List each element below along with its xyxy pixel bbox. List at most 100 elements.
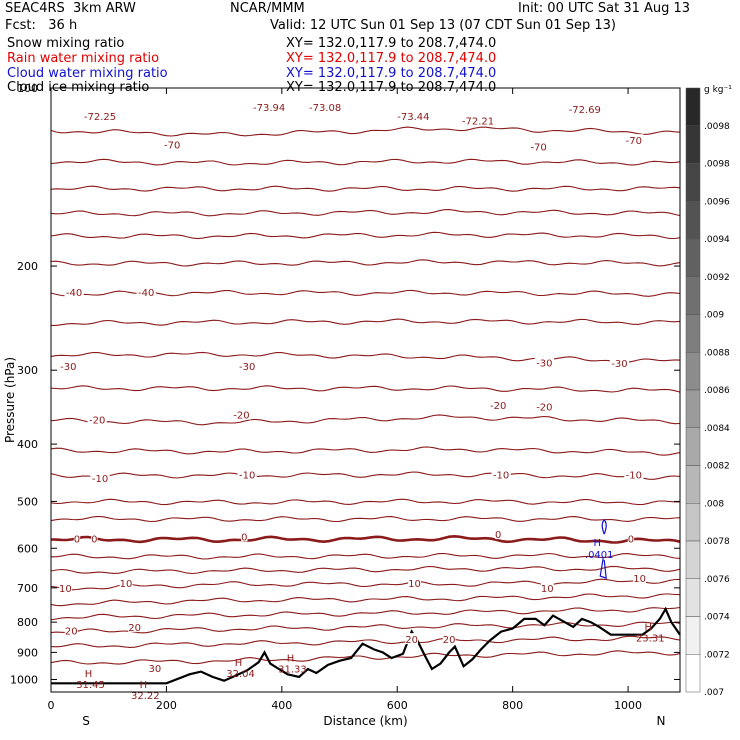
direction-label-south: S [82,714,90,728]
colorbar-label: .0094 [704,235,730,245]
contour-line [50,259,681,267]
contour-label: -40 [138,288,154,299]
contour-label: 20 [443,635,456,646]
contour-label: -73.94 [253,103,285,114]
colorbar-swatch [685,163,701,202]
contour-label: -10 [92,474,108,485]
contour-line [50,515,681,523]
contour-label: -72.69 [569,105,601,116]
x-tick-label: 400 [271,699,292,712]
colorbar-label: .0082 [704,462,730,472]
contour-label: 10 [120,579,133,590]
contour-line [50,126,681,137]
colorbar-swatch [685,616,701,655]
forecast-hour: Fcst: 36 h [5,18,78,33]
colorbar-swatch [685,125,701,164]
model-title: SEAC4RS 3km ARW [5,1,136,16]
contour-label: -73.44 [397,112,429,123]
contour-line [50,446,681,456]
contour-label-bg [627,532,635,544]
xsec-line-cloud-water: XY= 132.0,117.9 to 208.7,474.0 [286,66,497,81]
contour-label: 30 [149,664,162,675]
contour-label-bg [58,359,78,371]
x-tick-label: 800 [502,699,523,712]
contour-line [50,606,681,621]
contour-label: 10 [408,579,421,590]
contour-label: -10 [626,470,642,481]
colorbar-swatch [685,654,701,693]
contour-label: 10 [541,584,554,595]
contour-label-bg [534,400,554,412]
contour-label-bg [458,114,498,126]
contour-label-bg [241,530,248,542]
contour-line [50,231,681,240]
high-marker: H [644,622,652,633]
colorbar-swatch [685,578,701,617]
contour-label: -70 [164,140,180,151]
colorbar-label: .0072 [704,650,730,660]
colorbar-label: .008 [704,499,724,509]
cloud-water-outline [599,519,607,579]
high-marker: H [287,654,295,665]
contour-label: -72.25 [84,112,116,123]
contour-line [50,185,681,192]
x-tick-label: 1000 [614,699,642,712]
colorbar-swatch [685,540,701,579]
colorbar-swatch [685,238,701,277]
direction-label-north: N [657,714,666,728]
y-tick-label: 400 [17,438,38,451]
contour-label-bg [405,633,419,645]
high-value: 32.22 [131,691,160,702]
colorbar-unit: g kg⁻¹ [704,85,732,95]
y-tick-label: 800 [17,616,38,629]
contour-label: 20 [405,635,418,646]
contour-label-bg [91,532,98,544]
contour-label-bg [609,357,630,369]
colorbar-label: .0084 [704,424,730,434]
contour-label-bg [80,110,120,122]
colorbar-swatch [685,201,701,240]
contour-line [50,414,681,426]
valid-time: Valid: 12 UTC Sun 01 Sep 13 (07 CDT Sun … [270,18,616,33]
colorbar-label: .0078 [704,537,730,547]
terrain-layer [51,606,681,685]
colorbar-label: .0074 [704,613,730,623]
y-axis-title: Pressure (hPa) [3,357,17,443]
x-tick-label: 0 [48,699,55,712]
contour-line [50,621,681,634]
colorbar-swatch [685,314,701,353]
contour-label: -72.21 [462,117,494,128]
xsec-line-snow: XY= 132.0,117.9 to 208.7,474.0 [286,36,497,51]
legend-cloud-water: Cloud water mixing ratio [7,66,168,81]
contour-label-bg [633,571,647,583]
contour-label-bg [73,532,81,544]
high-marker: H [140,680,148,691]
contour-line [50,565,681,575]
contour-label: -30 [60,362,76,373]
contour-label-bg [624,468,644,480]
contour-label-bg [408,577,421,589]
contour-label: -70 [626,136,642,147]
contour-label: 0 [74,535,80,546]
contour-label: -30 [536,358,552,369]
colorbar-label: .007 [704,688,724,698]
colorbar-swatch [685,352,701,391]
init-time: Init: 00 UTC Sat 31 Aug 13 [518,1,691,16]
colorbar-label: .0096 [704,197,730,207]
contour-label: 20 [65,627,78,638]
contour-label: -30 [239,362,255,373]
contour-label-bg [249,100,289,112]
contour-label-bg [90,471,110,483]
colorbar-label: .0076 [704,575,730,585]
y-tick-label: 100 [17,82,38,95]
terrain-line [51,606,681,685]
contour-label-bg [540,581,554,593]
colorbar-label: .0086 [704,386,730,396]
colorbar-label: .0092 [704,273,730,283]
legend-snow: Snow mixing ratio [7,36,125,51]
colorbar-swatch [685,389,701,428]
contour-label: -30 [611,359,627,370]
colorbar-swatch [685,87,701,126]
